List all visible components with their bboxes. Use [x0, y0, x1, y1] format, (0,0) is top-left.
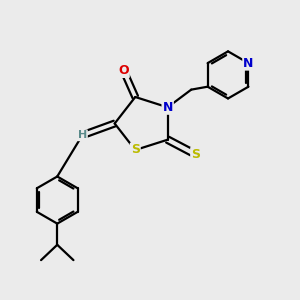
Text: N: N — [163, 101, 173, 114]
Text: S: S — [191, 148, 200, 161]
Text: O: O — [118, 64, 129, 77]
Text: H: H — [78, 130, 87, 140]
Text: N: N — [243, 57, 254, 70]
Text: S: S — [131, 143, 140, 157]
